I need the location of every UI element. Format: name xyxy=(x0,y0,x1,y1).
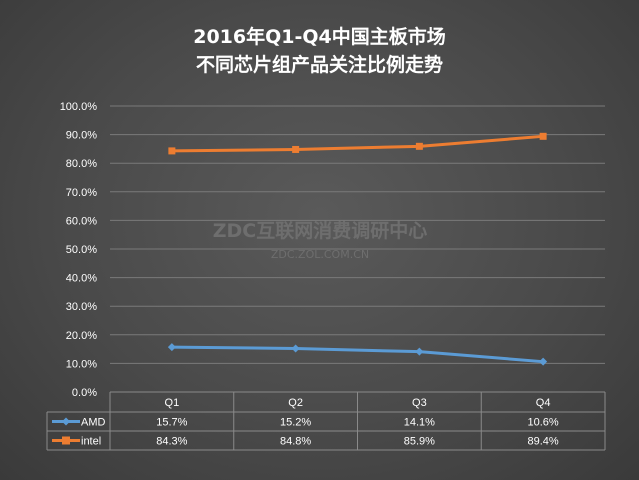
y-tick-label: 50.0% xyxy=(66,244,97,256)
data-point xyxy=(415,347,424,356)
watermark-title: ZDC互联网消费调研中心 xyxy=(213,219,428,242)
y-tick-label: 10.0% xyxy=(66,358,97,370)
data-cell-label: 84.3% xyxy=(156,436,187,448)
y-tick-label: 30.0% xyxy=(66,301,97,313)
series-line xyxy=(171,134,544,153)
data-cell-label: 10.6% xyxy=(528,417,559,429)
data-point xyxy=(415,142,423,150)
legend-key-marker xyxy=(62,436,70,445)
y-tick-label: 40.0% xyxy=(66,273,97,285)
chart-title-line1: 2016年Q1-Q4中国主板市场 xyxy=(193,26,446,48)
category-label: Q1 xyxy=(165,397,180,409)
data-cell-label: 85.9% xyxy=(404,436,435,448)
data-point xyxy=(292,145,300,153)
data-point xyxy=(168,147,176,155)
legend-key-marker xyxy=(62,417,70,426)
chart-title-line2: 不同芯片组产品关注比例走势 xyxy=(195,54,443,76)
data-cell-label: 15.2% xyxy=(280,417,311,429)
watermark-url: ZDC.ZOL.COM.CN xyxy=(271,248,369,261)
y-tick-label: 0.0% xyxy=(72,387,97,399)
y-tick-label: 80.0% xyxy=(66,158,97,170)
y-tick-label: 70.0% xyxy=(66,187,97,199)
y-tick-label: 60.0% xyxy=(66,215,97,227)
data-cell-label: 14.1% xyxy=(404,417,435,429)
legend-label: AMD xyxy=(81,417,106,429)
data-cell-label: 89.4% xyxy=(528,436,559,448)
data-cell-label: 15.7% xyxy=(156,417,187,429)
category-label: Q4 xyxy=(536,397,551,409)
category-label: Q3 xyxy=(412,397,427,409)
data-point xyxy=(539,132,547,140)
data-point xyxy=(291,344,300,353)
data-point xyxy=(167,343,176,352)
series-line xyxy=(171,345,544,364)
data-cell-label: 84.8% xyxy=(280,436,311,448)
y-tick-label: 100.0% xyxy=(60,101,98,113)
legend-label: intel xyxy=(81,436,101,448)
data-point xyxy=(539,357,548,366)
y-tick-label: 90.0% xyxy=(66,130,97,142)
category-label: Q2 xyxy=(288,397,303,409)
y-tick-label: 20.0% xyxy=(66,330,97,342)
